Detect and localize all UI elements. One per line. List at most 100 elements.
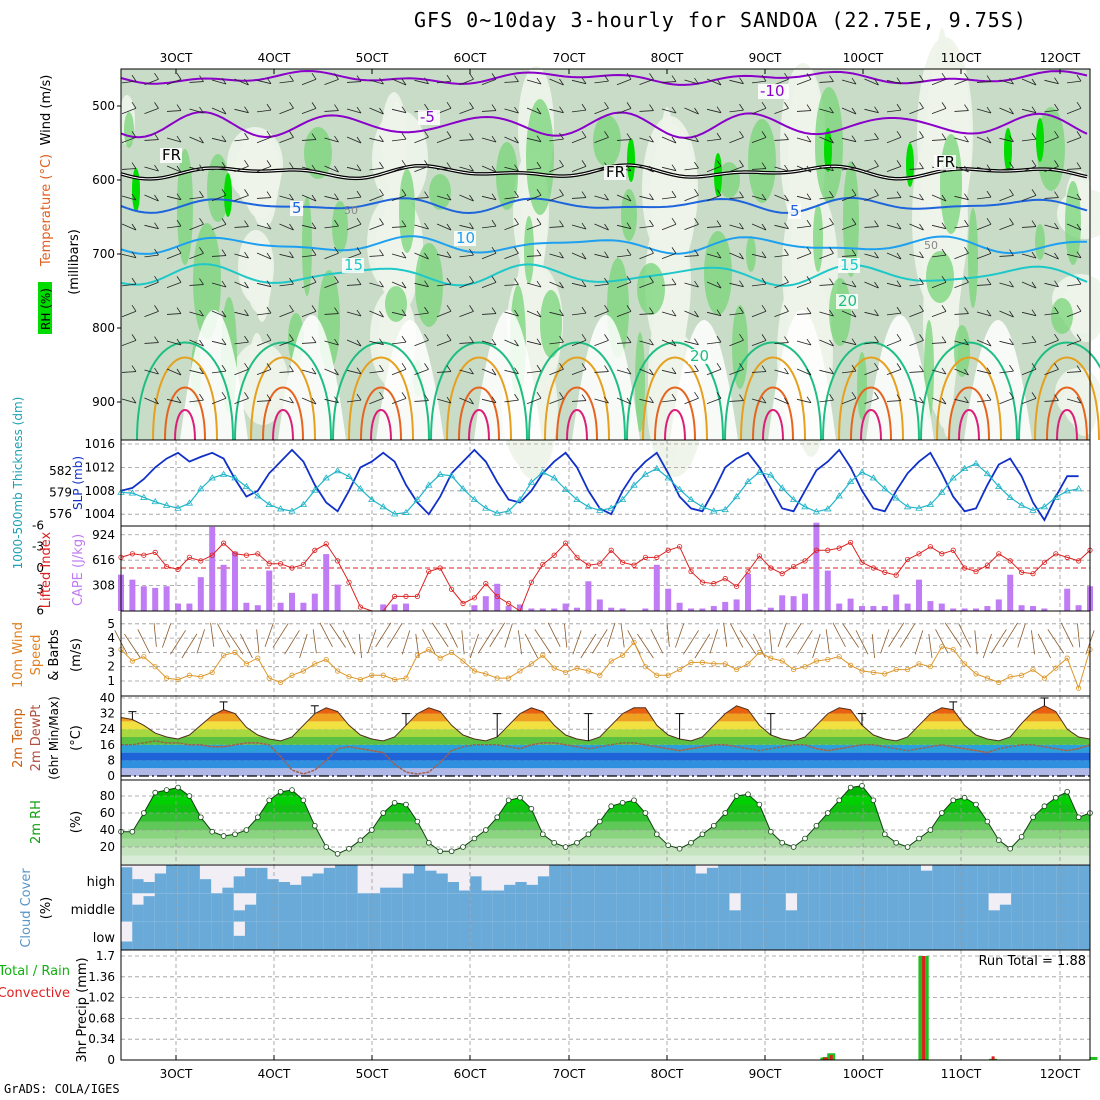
cloud-cell (526, 884, 539, 894)
x-tick-label-top: 9OCT (749, 51, 782, 65)
wind-barb-flag (176, 396, 182, 403)
wind-barb (1021, 253, 1037, 259)
wind-barb (526, 370, 542, 374)
wind-barb-flag (896, 222, 902, 230)
cloud-cell (695, 873, 708, 894)
thickness-marker (208, 474, 216, 481)
wind-barb (256, 339, 272, 347)
wind-barb-flag (221, 188, 227, 196)
wind-barb-flag (761, 277, 767, 285)
cloud-cell (290, 893, 302, 922)
wind-barb-flag (784, 164, 789, 172)
wind-barb-flag (266, 103, 272, 111)
wind-barb-10m (226, 630, 244, 655)
wind-barb-flag (986, 393, 992, 401)
wind-barb-10m (137, 629, 151, 654)
wind-barb (504, 399, 519, 403)
cloud-cell (402, 873, 415, 894)
wind-barb-flag (469, 305, 474, 312)
cape-bar (904, 603, 911, 611)
wind-barb (909, 80, 924, 84)
wind-barb (999, 194, 1014, 202)
wind-barb (661, 108, 677, 114)
rh-marker (1041, 803, 1048, 809)
cloud-cell (582, 921, 595, 950)
cloud-cell (932, 921, 945, 950)
wind-barb-flag (199, 309, 204, 317)
wind-barb-flag (289, 251, 294, 258)
cloud-cell (492, 893, 505, 922)
wind-barb-flag (131, 101, 137, 109)
wind-barb (504, 81, 519, 83)
wind-barb-flag (199, 136, 204, 144)
cloud-cell (582, 893, 595, 922)
wind-barb-flag (199, 75, 204, 82)
wind-speed-marker (1007, 674, 1013, 680)
cloud-cell (504, 893, 516, 922)
rh-marker (710, 822, 717, 829)
wind-barb (144, 78, 159, 86)
wind-barb-flag (491, 165, 497, 173)
wind-barb-10m (620, 623, 625, 648)
cloud-cell (695, 921, 708, 950)
wind-barb-flag (739, 363, 744, 370)
cape-bar (175, 603, 181, 611)
wind-barb (1066, 283, 1082, 287)
wind-barb-flag (154, 367, 159, 375)
wind-barb-10m (312, 629, 317, 654)
cloud-cell (920, 870, 933, 894)
wind-barb (369, 194, 384, 202)
rh-band (121, 838, 1090, 847)
wind-barb-flag (581, 103, 587, 111)
wind-barb (324, 110, 339, 112)
wind-barb-flag (514, 393, 519, 401)
wind-barb (414, 400, 429, 402)
wind-barb (909, 371, 924, 373)
temp-band (121, 721, 1090, 730)
wind-barb-flag (289, 101, 294, 109)
wind-barb-flag (964, 73, 969, 80)
wind-barb (1066, 195, 1082, 201)
wind-barb-flag (131, 223, 137, 231)
y-tick-label-temp: 8 (107, 753, 115, 767)
cloud-cell (909, 865, 922, 894)
wind-barb (391, 78, 407, 86)
wind-barb-flag (581, 252, 587, 260)
thickness-marker (903, 503, 912, 510)
wind-barb-flag (289, 223, 294, 231)
wind-barb (864, 108, 879, 114)
cape-bar (710, 606, 717, 611)
isotherm-25 (936, 356, 1002, 441)
slp-line (120, 448, 1079, 522)
wind-barb (774, 311, 789, 317)
wind-barb-flag (401, 281, 407, 289)
cape-bar (745, 573, 751, 611)
wind-barb-flag (289, 131, 294, 138)
thickness-marker (219, 470, 228, 477)
lifted-index-marker (198, 558, 204, 564)
wind-barb-flag (739, 77, 744, 84)
wind-barb-flag (761, 365, 767, 372)
wind-barb-flag (221, 161, 227, 169)
isotherm-30 (458, 386, 500, 441)
lifted-index-marker (768, 565, 774, 571)
cloud-cell (121, 941, 133, 950)
wind-barb (1044, 79, 1059, 85)
cloud-cell (233, 910, 246, 922)
cloud-cell-bg (391, 865, 404, 894)
cloud-cell (470, 876, 483, 894)
wind-barb (234, 281, 249, 289)
rh-marker (414, 818, 421, 825)
cape-bar (688, 608, 694, 611)
wind-barb-flag (514, 367, 519, 374)
rh-marker (380, 810, 387, 816)
cloud-cell (132, 921, 145, 950)
wind-barb (504, 108, 519, 114)
wind-barb-10m (1017, 623, 1026, 648)
wind-barb (931, 194, 947, 202)
wind-barb-flag (424, 394, 429, 401)
rh-marker (562, 844, 569, 850)
x-tick-label-top: 10OCT (843, 51, 884, 65)
wind-speed-marker (266, 675, 272, 681)
wind-barb-flag (536, 310, 542, 318)
